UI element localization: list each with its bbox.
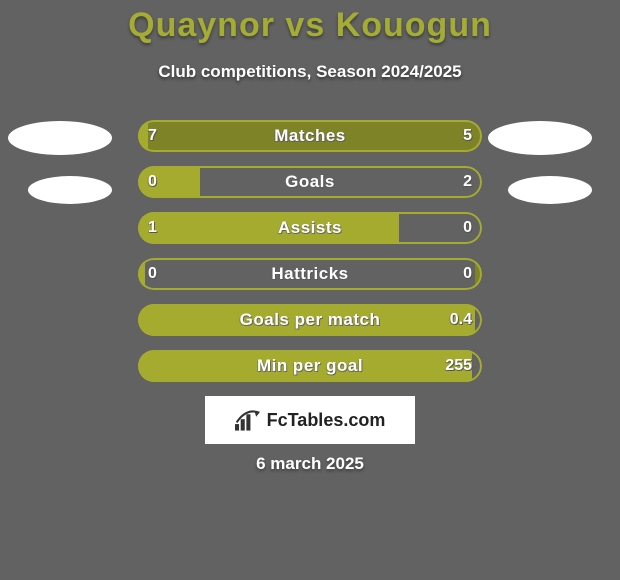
stat-value-left: 0: [148, 258, 157, 290]
player1-name: Quaynor: [128, 6, 275, 44]
stat-value-right: 0: [463, 258, 472, 290]
stat-row: Min per goal255: [138, 350, 482, 382]
player2-name: Kouogun: [336, 6, 492, 44]
stat-value-right: 5: [463, 120, 472, 152]
stat-row: Assists1 0: [138, 212, 482, 244]
stat-row: Goals0 2: [138, 166, 482, 198]
subtitle: Club competitions, Season 2024/2025: [0, 62, 620, 82]
stat-label: Goals: [138, 166, 482, 198]
stat-label: Min per goal: [138, 350, 482, 382]
stat-label: Matches: [138, 120, 482, 152]
avatar-ellipse: [488, 121, 592, 155]
stat-value-left: 1: [148, 212, 157, 244]
stat-row: Matches7 5: [138, 120, 482, 152]
stat-value-right: 0: [463, 212, 472, 244]
vs-text: vs: [285, 6, 325, 44]
comparison-infographic: Quaynor vs Kouogun Club competitions, Se…: [0, 0, 620, 580]
stat-label: Hattricks: [138, 258, 482, 290]
stat-row: Goals per match0.4: [138, 304, 482, 336]
stat-value-right: 2: [463, 166, 472, 198]
logo-text: FcTables.com: [267, 410, 386, 431]
page-title: Quaynor vs Kouogun: [0, 6, 620, 45]
date-text: 6 march 2025: [0, 454, 620, 474]
stat-value-right: 255: [445, 350, 472, 382]
source-logo: FcTables.com: [205, 396, 415, 444]
stat-row: Hattricks0 0: [138, 258, 482, 290]
avatar-ellipse: [508, 176, 592, 204]
stat-rows: Matches75Goals02Assists10Hattricks00Goal…: [138, 120, 482, 396]
stat-value-right: 0.4: [450, 304, 472, 336]
avatar-ellipse: [8, 121, 112, 155]
stat-value-left: 0: [148, 166, 157, 198]
fctables-icon: [235, 409, 261, 431]
stat-label: Goals per match: [138, 304, 482, 336]
avatar-ellipse: [28, 176, 112, 204]
stat-value-left: 7: [148, 120, 157, 152]
stat-label: Assists: [138, 212, 482, 244]
